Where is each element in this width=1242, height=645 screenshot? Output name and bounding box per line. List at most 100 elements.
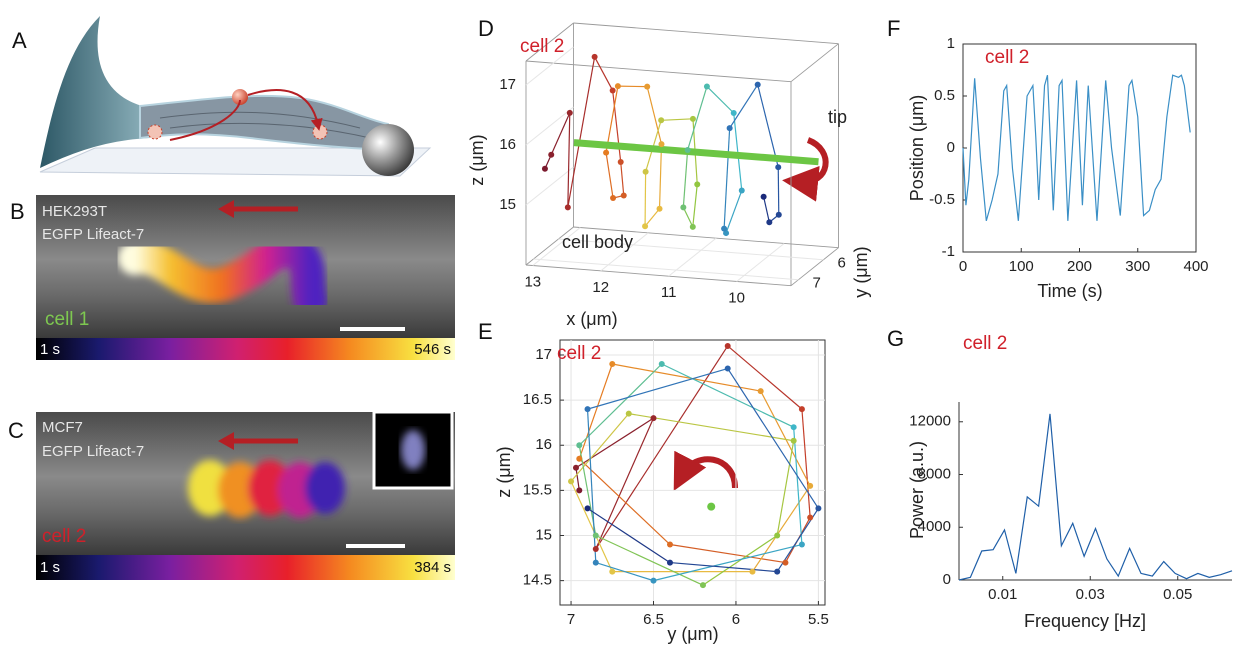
data-point (775, 211, 782, 218)
data-point (568, 478, 575, 485)
path-segment (682, 149, 689, 208)
x-tick-label: 12 (592, 279, 609, 296)
data-point (807, 482, 814, 489)
y-tick-label: 0 (947, 139, 955, 156)
data-point (798, 541, 805, 548)
panel-label: C (8, 418, 24, 443)
path-segment (570, 413, 630, 482)
data-point (625, 410, 632, 417)
path-segment (653, 543, 803, 582)
data-point (730, 110, 737, 117)
x-tick-label: 0.01 (988, 586, 1017, 603)
data-point (609, 568, 616, 575)
grid-line (525, 166, 574, 206)
x-tick-label: 6.5 (643, 611, 664, 628)
path-segment (587, 367, 728, 410)
rotation-arrow (673, 450, 738, 491)
path-segment (575, 467, 580, 491)
y-tick-label: 4000 (918, 518, 951, 535)
z-tick-label: 15 (499, 196, 516, 213)
path-segment (595, 417, 655, 550)
path-segment (669, 543, 786, 564)
data-point (609, 361, 616, 368)
colorbar-end: 384 s (414, 559, 451, 576)
data-point (684, 146, 691, 153)
path-segment (687, 86, 708, 151)
path-segment (661, 363, 794, 428)
path-segment (751, 485, 811, 572)
data-point (658, 117, 665, 124)
y-tick-label: 17 (535, 346, 552, 363)
y-tick-label: 6 (838, 255, 846, 272)
box-edge (790, 247, 839, 287)
z-tick-label: 17 (499, 76, 516, 93)
y-tick-label: 14.5 (523, 572, 552, 589)
data-point (689, 115, 696, 122)
data-point (620, 192, 627, 199)
x-tick-label: 5.5 (808, 611, 829, 628)
chart-label: cell 2 (520, 36, 564, 57)
path-segment (760, 390, 811, 487)
x-tick-label: 0.03 (1076, 586, 1105, 603)
plot-frame (559, 339, 826, 606)
path-segment (723, 128, 731, 229)
y-axis-label: Position (μm) (907, 95, 927, 201)
path-segment (578, 458, 671, 545)
data-point (775, 164, 782, 171)
x-tick-label: 200 (1067, 258, 1092, 275)
data-point (592, 532, 599, 539)
path-segment (594, 56, 614, 91)
path-segment (725, 190, 743, 234)
z-tick-label: 16 (499, 136, 516, 153)
colorbar-end: 546 s (414, 341, 451, 358)
data-point (592, 546, 599, 553)
path-segment (605, 85, 619, 153)
panel-label: G (887, 326, 904, 351)
path-segment (777, 167, 780, 215)
chart-label: cell 2 (557, 343, 601, 364)
data-point (689, 223, 696, 230)
box-edge (573, 22, 839, 45)
path-segment (692, 184, 698, 227)
data-point (680, 204, 687, 211)
data-point (642, 223, 649, 230)
data-point (603, 149, 610, 156)
grid-line (533, 258, 799, 281)
chart-label: cell 2 (963, 333, 1007, 354)
data-point (548, 151, 555, 158)
cell-name: cell 1 (45, 309, 89, 330)
y-tick-label: 12000 (909, 413, 951, 430)
data-point (576, 487, 583, 494)
path-segment (702, 535, 778, 586)
x-tick-label: 400 (1183, 258, 1208, 275)
data-point (790, 424, 797, 431)
data-line (958, 413, 1233, 581)
path-segment (595, 534, 704, 586)
data-point (782, 559, 789, 566)
data-point (656, 205, 663, 212)
path-segment (587, 507, 671, 564)
z-axis-label: z (μm) (467, 134, 487, 185)
annotation: tip (828, 107, 847, 127)
panel-label: F (887, 16, 900, 41)
path-segment (706, 86, 735, 114)
cell-line: MCF7 (42, 419, 83, 436)
data-point (592, 559, 599, 566)
path-segment (550, 112, 571, 155)
path-segment (661, 118, 693, 121)
path-segment (793, 427, 803, 545)
path-segment (612, 90, 622, 163)
data-point (738, 187, 745, 194)
rotation-arrow (782, 137, 829, 202)
data-point (807, 514, 814, 521)
data-point (564, 204, 571, 211)
y-axis-label: Power (a.u.) (907, 441, 927, 539)
path-segment (682, 207, 694, 228)
x-tick-label: 11 (661, 284, 677, 301)
path-segment (644, 208, 660, 227)
marker: EGFP Lifeact-7 (42, 443, 144, 460)
data-line (962, 74, 1191, 221)
data-point (757, 388, 764, 395)
data-point (584, 406, 591, 413)
data-point (666, 559, 673, 566)
